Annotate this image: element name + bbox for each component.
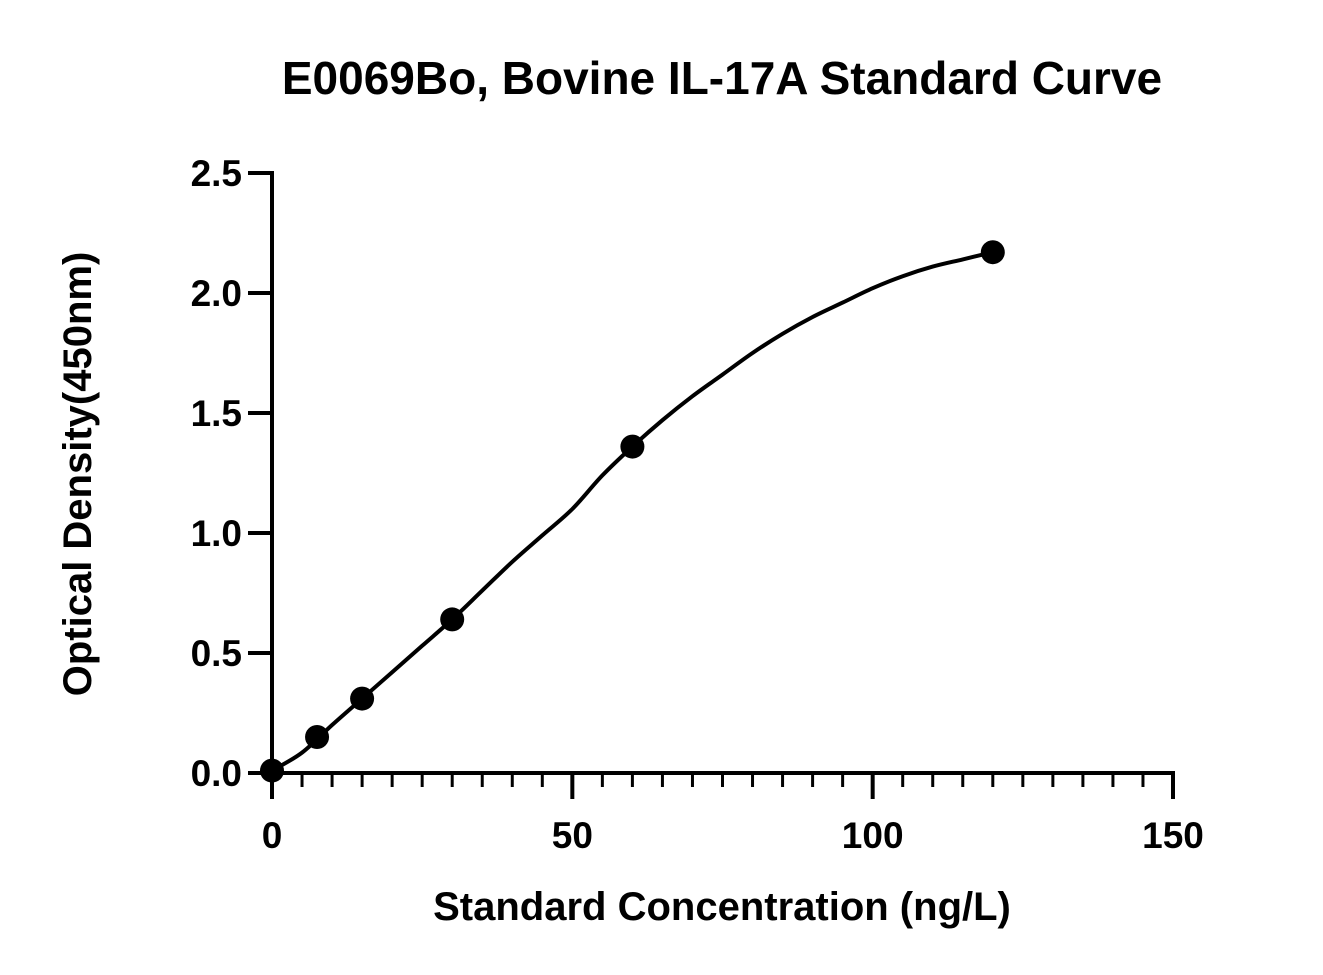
x-axis-label: Standard Concentration (ng/L) — [433, 885, 1011, 929]
y-tick-label: 2.5 — [191, 153, 242, 194]
data-point — [620, 434, 645, 459]
data-point — [980, 240, 1005, 265]
chart-title: E0069Bo, Bovine IL-17A Standard Curve — [282, 52, 1162, 104]
y-tick-label: 0.5 — [191, 633, 242, 674]
x-tick-label: 100 — [842, 815, 904, 856]
y-tick-label: 1.5 — [191, 393, 242, 434]
y-tick-label: 1.0 — [191, 513, 242, 554]
y-tick-label: 0.0 — [191, 753, 242, 794]
fit-curve-group — [270, 250, 995, 773]
fit-curve — [270, 250, 995, 773]
x-tick-label: 0 — [262, 815, 283, 856]
y-tick-label: 2.0 — [191, 273, 242, 314]
axes: 0.0 0.5 1.0 1.5 2.0 2.5 0 50 100 150 — [191, 153, 1204, 856]
x-tick-label: 50 — [552, 815, 593, 856]
x-tick-label: 150 — [1142, 815, 1204, 856]
data-point — [440, 607, 465, 632]
data-points — [260, 240, 1005, 783]
data-point — [260, 758, 284, 783]
data-point — [350, 686, 375, 711]
data-point — [305, 725, 330, 749]
y-axis-label: Optical Density(450nm) — [56, 252, 100, 697]
